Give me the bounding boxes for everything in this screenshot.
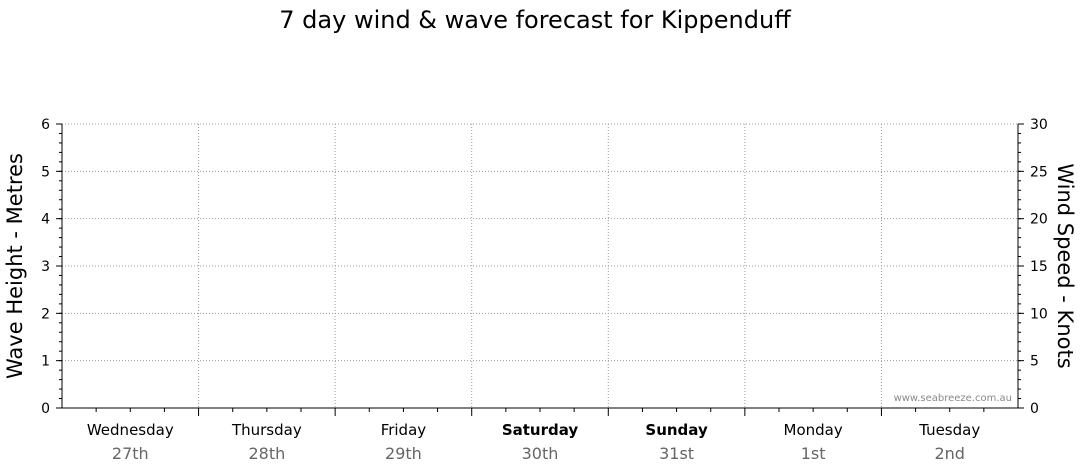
- x-day-label: Monday: [784, 421, 843, 439]
- x-day-label: Thursday: [231, 421, 302, 439]
- y-left-tick-label: 5: [41, 164, 50, 180]
- y-left-tick-label: 3: [41, 259, 50, 275]
- x-date-label: 1st: [801, 444, 826, 463]
- y-left-tick-label: 4: [41, 212, 50, 228]
- y-axis-left-title: Wave Height - Metres: [3, 153, 27, 379]
- grid-layer: [62, 123, 1018, 408]
- y-left-tick-label: 6: [41, 117, 50, 133]
- chart-title: 7 day wind & wave forecast for Kippenduf…: [279, 6, 791, 34]
- y-right-tick-label: 0: [1030, 401, 1039, 417]
- y-right-tick-label: 25: [1030, 164, 1048, 180]
- x-date-label: 30th: [522, 444, 559, 463]
- x-day-label: Sunday: [645, 421, 708, 439]
- x-day-label: Wednesday: [87, 421, 174, 439]
- labels-layer: 0 1 2 3 4 5 6 0 5 10 15 20 25 30 Wednesday 27th Thursday…: [41, 117, 1048, 463]
- y-right-tick-label: 10: [1030, 306, 1048, 322]
- x-date-label: 29th: [385, 444, 422, 463]
- x-day-label: Friday: [381, 421, 427, 439]
- y-axis-right-title: Wind Speed - Knots: [1053, 163, 1077, 368]
- y-left-tick-label: 0: [41, 401, 50, 417]
- y-right-tick-label: 15: [1030, 259, 1048, 275]
- x-day-label: Saturday: [502, 421, 579, 439]
- y-right-tick-label: 20: [1030, 212, 1048, 228]
- x-date-label: 2nd: [934, 444, 964, 463]
- axes-layer: [56, 123, 1024, 416]
- watermark-text: www.seabreeze.com.au: [894, 393, 1012, 404]
- x-day-label: Tuesday: [918, 421, 980, 439]
- x-date-label: 28th: [248, 444, 285, 463]
- y-right-tick-label: 30: [1030, 117, 1048, 133]
- x-date-label: 31st: [659, 444, 694, 463]
- y-left-tick-label: 1: [41, 354, 50, 370]
- x-date-label: 27th: [112, 444, 149, 463]
- y-left-tick-label: 2: [41, 306, 50, 322]
- y-right-tick-label: 5: [1030, 354, 1039, 370]
